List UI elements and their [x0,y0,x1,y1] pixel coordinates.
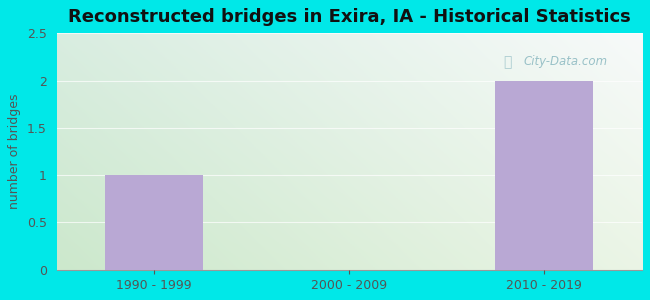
Bar [495,81,593,270]
Y-axis label: number of bridges: number of bridges [8,94,21,209]
Text: City-Data.com: City-Data.com [523,55,608,68]
Text: ⓘ: ⓘ [503,55,512,69]
Bar [105,175,203,270]
Title: Reconstructed bridges in Exira, IA - Historical Statistics: Reconstructed bridges in Exira, IA - His… [68,8,630,26]
